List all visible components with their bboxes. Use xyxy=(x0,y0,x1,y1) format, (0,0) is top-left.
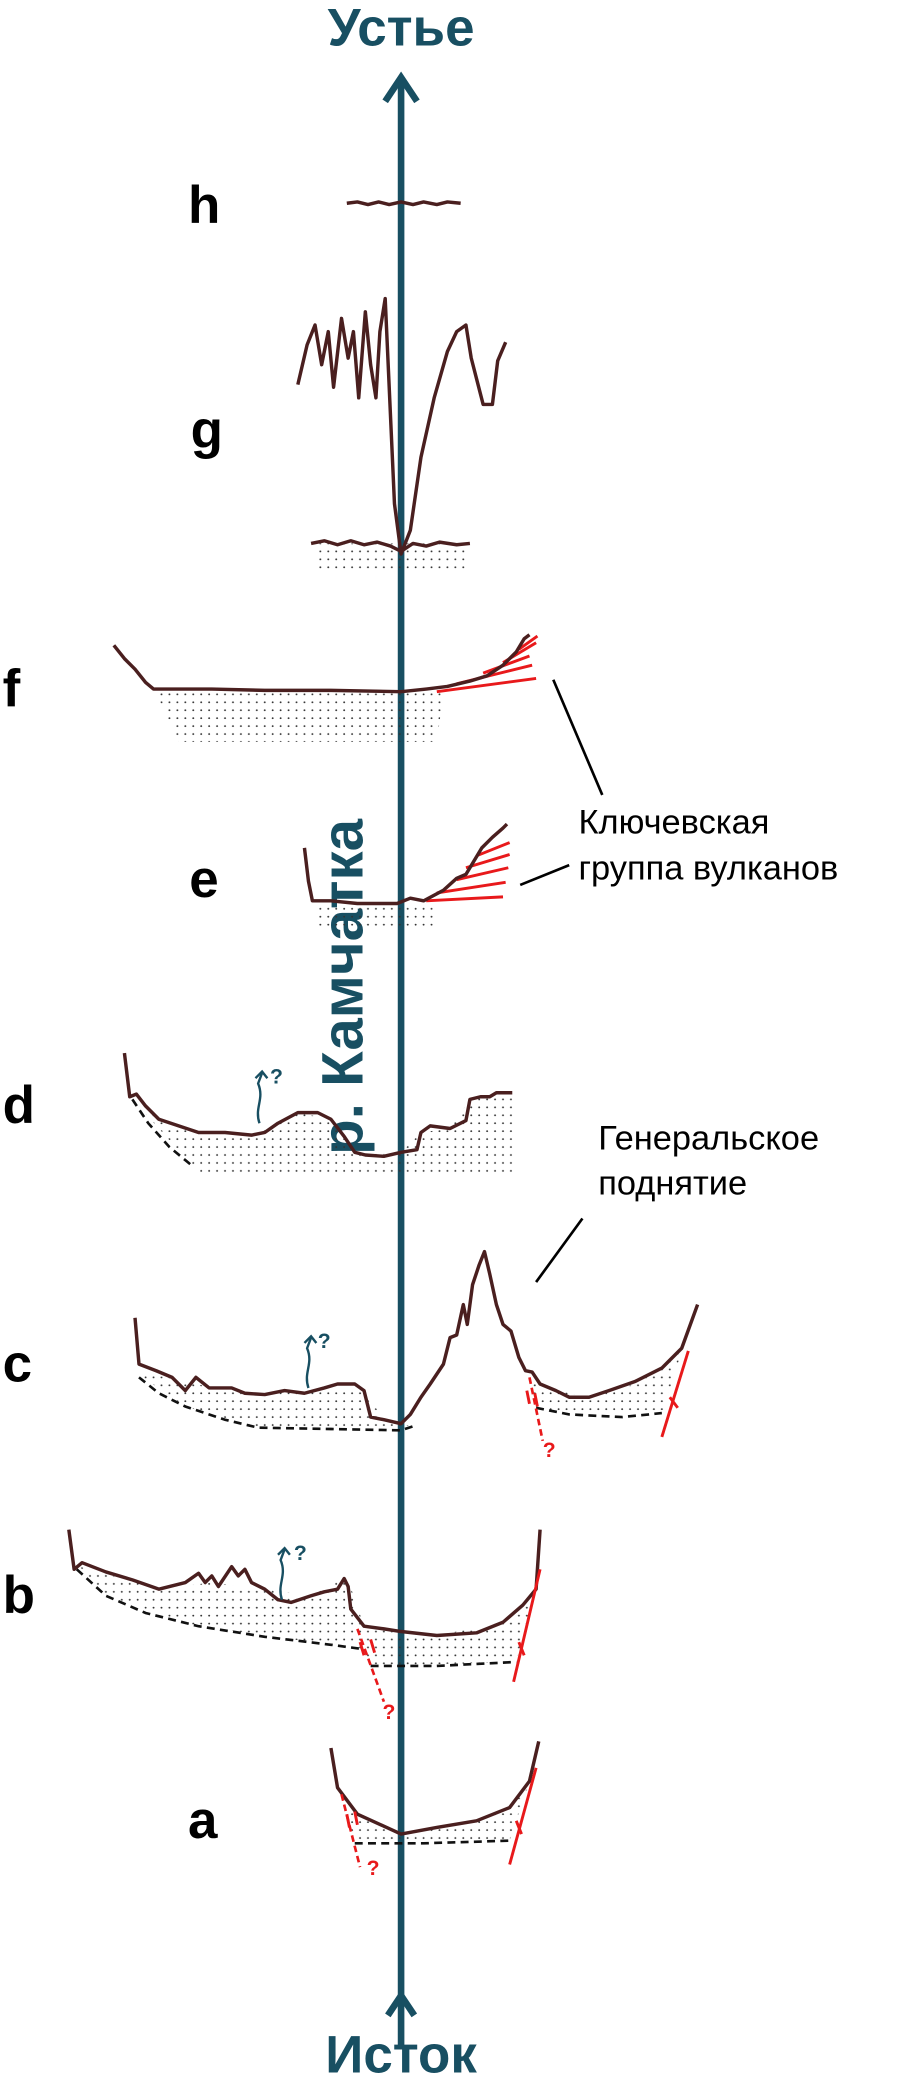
leader-line xyxy=(519,863,570,887)
profile-label-e: e xyxy=(189,850,218,909)
profile-label-c: c xyxy=(3,1334,32,1393)
profile-f xyxy=(112,633,539,742)
leader-line xyxy=(535,1217,584,1283)
question-mark: ? xyxy=(383,1701,396,1724)
chevron-up-icon xyxy=(385,1989,418,2018)
question-mark: ? xyxy=(294,1542,307,1565)
generalskoe-label-line2: поднятие xyxy=(598,1165,747,1203)
question-mark: ? xyxy=(270,1066,283,1089)
profile-label-b: b xyxy=(3,1566,35,1625)
profile-g xyxy=(296,296,508,573)
uplift-arrow-icon xyxy=(305,1337,313,1389)
profile-c: ? ? xyxy=(133,1249,700,1462)
leader-line xyxy=(552,679,604,796)
question-mark: ? xyxy=(367,1857,380,1880)
uplift-arrow-icon xyxy=(279,1549,286,1601)
arrowhead-up-icon xyxy=(382,71,420,104)
klyuchevskaya-label-line2: группа вулканов xyxy=(578,850,838,888)
source-label: Исток xyxy=(325,2025,477,2077)
river-name-label: р. Камчатка xyxy=(311,818,376,1155)
river-axis xyxy=(382,71,420,2046)
profile-label-d: d xyxy=(3,1076,35,1135)
generalskoe-label-line1: Генеральское xyxy=(598,1120,819,1158)
profile-label-a: a xyxy=(188,1791,218,1850)
mouth-label: Устье xyxy=(328,0,475,58)
profile-e xyxy=(302,822,511,929)
profile-a: ? xyxy=(329,1740,541,1880)
profile-label-f: f xyxy=(3,659,21,718)
profile-b: ? ? xyxy=(67,1529,542,1724)
profile-h xyxy=(346,200,461,207)
klyuchevskaya-label-line1: Ключевская xyxy=(578,803,769,841)
profile-label-h: h xyxy=(188,176,220,235)
profile-label-g: g xyxy=(191,401,223,460)
question-mark: ? xyxy=(318,1330,331,1353)
question-mark: ? xyxy=(543,1439,556,1462)
uplift-arrow-icon xyxy=(256,1072,264,1124)
profile-d: ? xyxy=(122,1052,513,1173)
